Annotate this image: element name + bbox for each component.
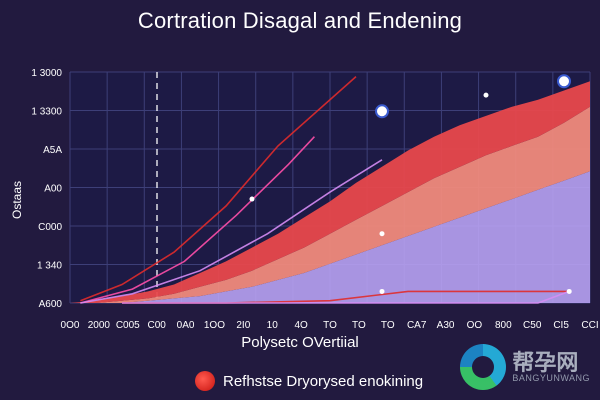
watermark-text: 帮孕网 BANGYUNWANG [512,349,590,383]
x-tick-label: 0A0 [177,320,195,331]
watermark-logo: 帮孕网 BANGYUNWANG [460,344,590,390]
chart-title: Cortration Disagal and Endening [137,8,463,33]
watermark-en: BANGYUNWANG [512,372,590,383]
y-tick-label: 1 340 [37,261,62,272]
x-tick-label: C005 [116,320,140,331]
x-tick-label: CA7 [407,320,427,331]
x-tick-label: 2I0 [236,320,250,331]
y-tick-label: 1 3300 [31,107,62,118]
data-point [483,92,489,98]
data-point [379,288,385,294]
data-point [566,288,572,294]
x-tick-label: 4O [294,320,308,331]
series-area-upper [70,81,590,303]
series-area-lower [70,171,590,303]
legend: Refhstse Dryorysed enokining [195,368,423,394]
legend-label: Refhstse Dryorysed enokining [223,372,424,390]
x-tick-label: 1OO [204,320,225,331]
x-tick-label: CI5 [553,320,569,331]
legend-swatch [195,371,215,391]
series-line [80,136,315,304]
x-tick-label: TO [323,320,337,331]
x-tick-label: 2000 [88,320,111,331]
series-area-middle [70,106,590,303]
data-point-ring [557,74,571,89]
x-tick-label: C00 [147,320,166,331]
y-tick-label: A00 [44,184,62,195]
y-tick-label: 1 3000 [31,68,62,79]
series-line [80,76,357,302]
x-axis-label: Polysetc OVertiial [241,334,359,351]
x-tick-label: 800 [495,320,512,331]
watermark-cn: 帮孕网 [512,349,579,375]
data-point-ring [375,104,389,119]
x-tick-label: A30 [437,320,455,331]
y-tick-label: A600 [39,299,63,310]
x-tick-label: OO [467,320,483,331]
x-tick-label: TO [352,320,366,331]
x-tick-label: 0O0 [61,320,80,331]
x-tick-label: CCI [581,320,598,331]
y-tick-label: C000 [38,222,62,233]
data-point [249,196,255,202]
x-tick-label: TO [381,320,395,331]
x-tick-label: C50 [523,320,542,331]
watermark-logo-icon [460,344,507,390]
y-tick-label: A5A [43,145,62,156]
series-line [80,159,383,304]
x-tick-label: 10 [267,320,279,331]
series-line [122,290,570,304]
data-point [379,231,385,237]
